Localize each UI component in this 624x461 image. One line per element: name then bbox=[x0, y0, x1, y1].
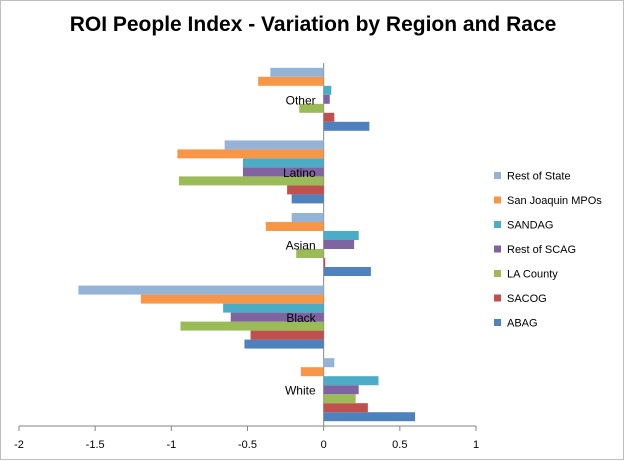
legend-label: SACOG bbox=[507, 293, 547, 305]
legend-label: Rest of State bbox=[507, 171, 571, 183]
legend-swatch bbox=[494, 270, 501, 277]
bar-latino-la-county bbox=[178, 176, 324, 186]
bar-latino-abag bbox=[291, 194, 324, 204]
category-label: Black bbox=[286, 311, 316, 325]
bar-asian-la-county bbox=[296, 249, 324, 258]
category-label: White bbox=[285, 384, 316, 398]
bar-asian-sandag bbox=[323, 231, 359, 240]
legend-label: SANDAG bbox=[507, 220, 553, 232]
bar-black-san-joaquin-mpos bbox=[140, 294, 324, 304]
chart-title: ROI People Index - Variation by Region a… bbox=[69, 13, 557, 36]
bar-white-abag bbox=[323, 412, 416, 422]
category-label: Asian bbox=[286, 239, 316, 253]
bar-white-sacog bbox=[323, 403, 368, 413]
legend-label: Rest of SCAG bbox=[507, 244, 576, 256]
bar-latino-san-joaquin-mpos bbox=[177, 149, 324, 159]
bar-white-rest-of-state bbox=[323, 358, 335, 368]
bar-white-sandag bbox=[323, 376, 379, 386]
bar-black-sacog bbox=[250, 330, 324, 340]
bar-other-rest-of-scag bbox=[323, 94, 330, 104]
bar-asian-sacog bbox=[323, 258, 326, 267]
bar-other-sacog bbox=[323, 112, 335, 122]
legend-swatch bbox=[494, 319, 501, 326]
bar-latino-rest-of-state bbox=[224, 140, 324, 150]
x-tick-label: -0.5 bbox=[238, 439, 257, 451]
bar-asian-san-joaquin-mpos bbox=[265, 222, 324, 231]
x-tick-label: -1 bbox=[166, 439, 176, 451]
bar-latino-rest-of-scag bbox=[242, 167, 324, 177]
bar-other-sandag bbox=[323, 85, 332, 95]
legend-label: ABAG bbox=[507, 318, 538, 330]
bar-other-abag bbox=[323, 121, 370, 131]
bar-other-rest-of-state bbox=[270, 67, 324, 77]
bar-latino-sandag bbox=[242, 158, 324, 168]
bar-asian-rest-of-scag bbox=[323, 240, 355, 249]
legend-swatch bbox=[494, 294, 501, 302]
bar-black-rest-of-scag bbox=[230, 312, 324, 322]
bar-asian-abag bbox=[323, 267, 371, 276]
bar-latino-sacog bbox=[287, 185, 324, 195]
x-tick-label: -2 bbox=[14, 439, 24, 451]
legend-label: LA County bbox=[507, 269, 558, 281]
bar-black-sandag bbox=[223, 303, 324, 313]
x-tick-label: 0.5 bbox=[392, 439, 407, 451]
legend-swatch bbox=[494, 245, 501, 253]
category-label: Other bbox=[286, 93, 316, 107]
bar-black-abag bbox=[244, 339, 324, 349]
legend-label: San Joaquin MPOs bbox=[507, 195, 602, 207]
bar-white-la-county bbox=[323, 394, 356, 404]
bar-asian-rest-of-state bbox=[291, 213, 324, 222]
x-tick-label: -1.5 bbox=[86, 439, 105, 451]
x-tick-label: 0 bbox=[321, 439, 327, 451]
legend-swatch bbox=[494, 221, 501, 228]
legend-swatch bbox=[494, 172, 501, 179]
x-tick-label: 1 bbox=[473, 439, 479, 451]
category-label: Latino bbox=[283, 166, 316, 180]
bar-white-rest-of-scag bbox=[323, 385, 359, 395]
bar-white-san-joaquin-mpos bbox=[300, 367, 324, 377]
bar-black-la-county bbox=[180, 321, 324, 331]
bar-other-la-county bbox=[299, 103, 324, 113]
bar-black-rest-of-state bbox=[78, 285, 324, 295]
legend-swatch bbox=[494, 196, 501, 204]
bar-other-san-joaquin-mpos bbox=[258, 76, 324, 86]
